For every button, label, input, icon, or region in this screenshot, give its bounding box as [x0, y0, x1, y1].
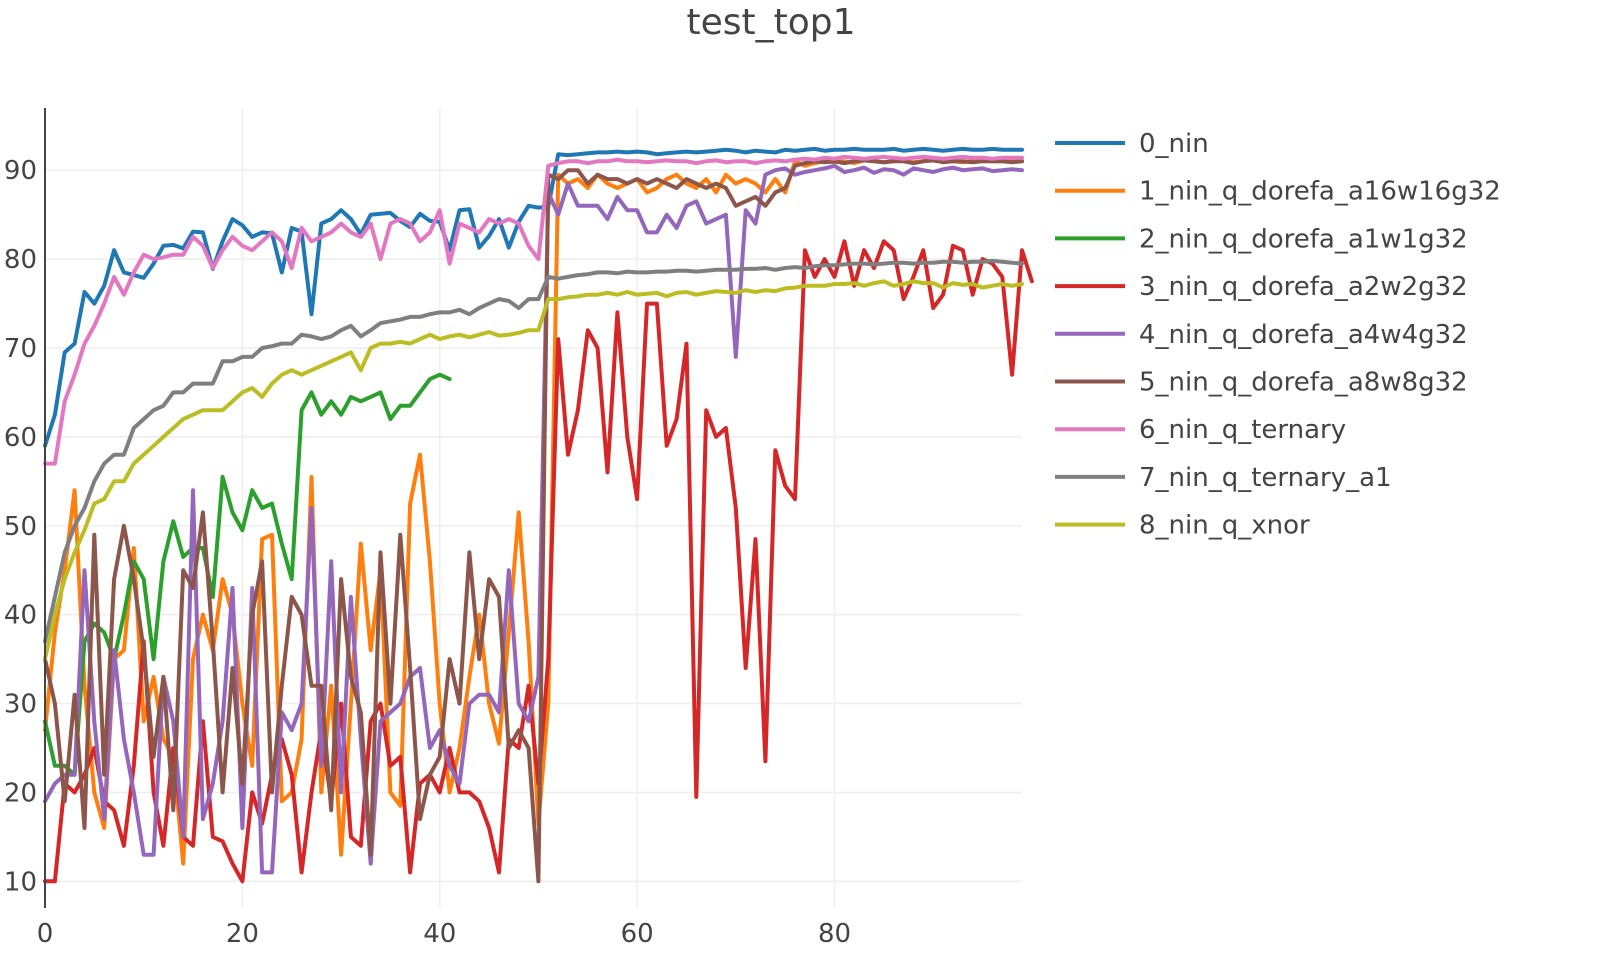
legend-item-0[interactable]: 0_nin [1055, 129, 1209, 159]
grid-layer [45, 108, 1022, 908]
series-line-5 [43, 158, 1024, 884]
x-tick-label: 80 [818, 919, 851, 949]
chart-title: test_top1 [686, 2, 855, 43]
series-line-7 [43, 258, 1024, 644]
legend-item-6[interactable]: 6_nin_q_ternary [1055, 415, 1346, 445]
legend-item-1[interactable]: 1_nin_q_dorefa_a16w16g32 [1055, 177, 1501, 207]
legend[interactable]: 0_nin 1_nin_q_dorefa_a16w16g32 2_nin_q_dor… [1055, 129, 1501, 541]
series-line-8 [43, 279, 1024, 662]
series-line-4 [43, 163, 1024, 875]
legend-label: 5_nin_q_dorefa_a8w8g32 [1139, 368, 1468, 398]
y-tick-label: 50 [4, 512, 37, 542]
series-line-0 [43, 146, 1024, 448]
legend-item-3[interactable]: 3_nin_q_dorefa_a2w2g32 [1055, 272, 1468, 302]
legend-item-8[interactable]: 8_nin_q_xnor [1055, 511, 1310, 541]
legend-label: 3_nin_q_dorefa_a2w2g32 [1139, 272, 1468, 302]
y-tick-label: 80 [4, 245, 37, 275]
legend-label: 2_nin_q_dorefa_a1w1g32 [1139, 224, 1468, 254]
y-tick-label: 60 [4, 423, 37, 453]
legend-item-5[interactable]: 5_nin_q_dorefa_a8w8g32 [1055, 368, 1468, 398]
legend-label: 0_nin [1139, 129, 1209, 159]
y-tick-label: 10 [4, 867, 37, 897]
y-tick-label: 20 [4, 778, 37, 808]
y-tick-label: 70 [4, 334, 37, 364]
x-tick-label: 0 [37, 919, 54, 949]
series-layer [43, 146, 1034, 884]
axis-layer: 10 20 30 40 50 60 70 80 90 0 20 40 60 80 [4, 108, 851, 949]
legend-label: 6_nin_q_ternary [1139, 415, 1346, 445]
legend-item-7[interactable]: 7_nin_q_ternary_a1 [1055, 463, 1392, 493]
legend-label: 4_nin_q_dorefa_a4w4g32 [1139, 320, 1468, 350]
y-tick-label: 30 [4, 690, 37, 720]
y-tick-label: 90 [4, 156, 37, 186]
x-tick-label: 40 [423, 919, 456, 949]
y-tick-label: 40 [4, 601, 37, 631]
legend-label: 1_nin_q_dorefa_a16w16g32 [1139, 177, 1501, 207]
legend-item-2[interactable]: 2_nin_q_dorefa_a1w1g32 [1055, 224, 1468, 254]
series-line-6 [43, 154, 1024, 466]
legend-item-4[interactable]: 4_nin_q_dorefa_a4w4g32 [1055, 320, 1468, 350]
legend-label: 8_nin_q_xnor [1139, 511, 1310, 541]
x-tick-label: 60 [621, 919, 654, 949]
legend-label: 7_nin_q_ternary_a1 [1139, 463, 1392, 493]
x-tick-label: 20 [226, 919, 259, 949]
